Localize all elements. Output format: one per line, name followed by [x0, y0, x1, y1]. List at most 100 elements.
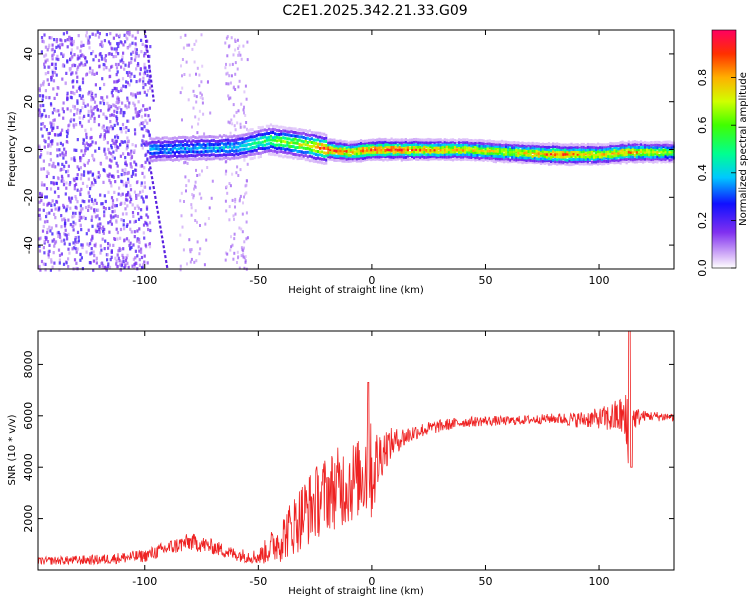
spectrogram-noise-cell: [143, 90, 146, 94]
spectrogram-ridge-cell: [241, 147, 244, 151]
spectrogram-ridge-cell: [550, 152, 553, 156]
spectrogram-ridge-cell: [204, 135, 207, 139]
spectrogram-y-tick-label: -40: [22, 236, 35, 254]
spectrogram-noise-cell: [105, 66, 108, 70]
spectrogram-ridge-cell: [427, 148, 430, 152]
spectrogram-noise-cell: [116, 237, 119, 241]
spectrogram-noise-cell: [228, 218, 231, 222]
spectrogram-ridge-cell: [390, 143, 393, 146]
spectrogram-ridge-cell: [439, 146, 442, 150]
spectrogram-ridge-cell: [460, 155, 463, 159]
spectrogram-noise-cell: [73, 148, 76, 152]
spectrogram-noise-cell: [99, 133, 103, 137]
spectrogram-ridge-cell: [670, 155, 673, 159]
spectrogram-ridge-cell: [601, 149, 604, 153]
spectrogram-noise-cell: [107, 104, 110, 108]
spectrogram-ridge-cell: [644, 155, 647, 158]
spectrogram-ridge-cell: [343, 159, 346, 163]
spectrogram-noise-cell: [62, 101, 65, 105]
spectrogram-noise-cell: [96, 108, 99, 112]
spectrogram-noise-cell: [70, 196, 74, 200]
spectrogram-noise-cell: [181, 225, 184, 229]
spectrogram-noise-cell: [113, 190, 116, 194]
spectrogram-ridge-cell: [486, 147, 489, 150]
spectrogram-ridge-cell: [357, 154, 360, 158]
spectrogram-ridge-cell: [400, 150, 403, 154]
spectrogram-ridge-cell: [345, 155, 348, 159]
spectrogram-noise-cell: [127, 105, 130, 109]
spectrogram-ridge-cell: [188, 154, 191, 158]
spectrogram-ridge-cell: [349, 145, 352, 149]
spectrogram-noise-cell: [92, 58, 95, 62]
spectrogram-ridge-cell: [339, 149, 342, 153]
spectrogram-noise-cell: [134, 173, 137, 177]
spectrogram-ridge-cell: [597, 142, 600, 146]
spectrogram-noise-cell: [235, 110, 238, 114]
spectrogram-ridge-cell: [433, 150, 436, 154]
spectrogram-noise-cell: [82, 138, 85, 142]
spectrogram-noise-cell: [130, 154, 134, 159]
spectrogram-ridge-cell: [472, 157, 475, 161]
spectrogram-noise-cell: [114, 105, 117, 109]
spectrogram-ridge-cell: [590, 162, 594, 166]
spectrogram-ridge-cell: [310, 137, 313, 141]
spectrogram-ridge-cell: [298, 138, 301, 142]
spectrogram-ridge-cell: [545, 159, 549, 163]
spectrogram-ridge-cell: [331, 141, 334, 145]
spectrogram-ridge-cell: [308, 133, 311, 137]
spectrogram-ridge-cell: [429, 153, 432, 156]
spectrogram-ridge-cell: [341, 140, 344, 144]
spectrogram-ridge-cell: [576, 154, 579, 158]
spectrogram-noise-cell: [44, 72, 47, 76]
spectrogram-ridge-cell: [372, 148, 375, 152]
spectrogram-ridge-cell: [460, 143, 463, 147]
spectrogram-noise-cell: [109, 214, 112, 218]
spectrogram-noise-cell: [244, 84, 247, 88]
spectrogram-noise-cell: [209, 111, 212, 115]
spectrogram-ridge-cell: [216, 149, 219, 153]
spectrogram-ridge-cell: [441, 152, 444, 156]
spectrogram-noise-cell: [129, 188, 133, 192]
spectrogram-ridge-cell: [650, 155, 653, 159]
spectrogram-ridge-cell: [474, 156, 477, 160]
spectrogram-ridge-cell: [304, 158, 307, 162]
spectrogram-noise-cell: [69, 42, 72, 46]
spectrogram-noise-cell: [227, 94, 230, 98]
spectrogram-ridge-cell: [406, 157, 410, 161]
spectrogram-ridge-cell: [247, 132, 250, 136]
spectrogram-ridge-cell: [241, 144, 244, 148]
spectrogram-ridge-cell: [265, 128, 268, 132]
spectrogram-ridge-cell: [623, 160, 626, 164]
spectrogram-noise-cell: [228, 205, 231, 209]
spectrogram-noise-cell: [69, 109, 72, 113]
spectrogram-ridge-cell: [580, 148, 583, 152]
spectrogram-ridge-cell: [576, 148, 579, 151]
snr-x-tick-label: -50: [249, 575, 267, 588]
spectrogram-ridge-cell: [263, 143, 266, 147]
spectrogram-ridge-cell: [415, 137, 418, 141]
spectrogram-noise-cell: [109, 181, 112, 185]
spectrogram-ridge-cell: [427, 141, 430, 145]
spectrogram-ridge-cell: [206, 142, 209, 146]
spectrogram-ridge-cell: [517, 160, 520, 164]
spectrogram-ridge-cell: [607, 160, 610, 163]
spectrogram-ridge-cell: [484, 144, 487, 148]
spectrogram-x-tick-label: 0: [368, 274, 375, 287]
spectrogram-noise-cell: [137, 217, 141, 221]
spectrogram-ridge-cell: [443, 143, 446, 147]
spectrogram-noise-cell: [89, 252, 92, 256]
spectrogram-noise-cell: [93, 72, 96, 76]
spectrogram-ridge-cell: [169, 147, 172, 151]
spectrogram-ridge-cell: [243, 144, 246, 148]
spectrogram-ridge-cell: [595, 162, 598, 166]
spectrogram-ridge-cell: [247, 129, 250, 133]
spectrogram-ridge-cell: [220, 153, 224, 157]
spectrogram-ridge-cell: [384, 150, 387, 154]
spectrogram-ridge-cell: [419, 155, 422, 159]
spectrogram-ridge-cell: [578, 143, 581, 147]
spectrogram-ridge-cell: [343, 152, 346, 156]
spectrogram-ridge-cell: [257, 133, 260, 137]
snr-frame: [37, 330, 675, 571]
spectrogram-noise-cell: [104, 207, 107, 211]
